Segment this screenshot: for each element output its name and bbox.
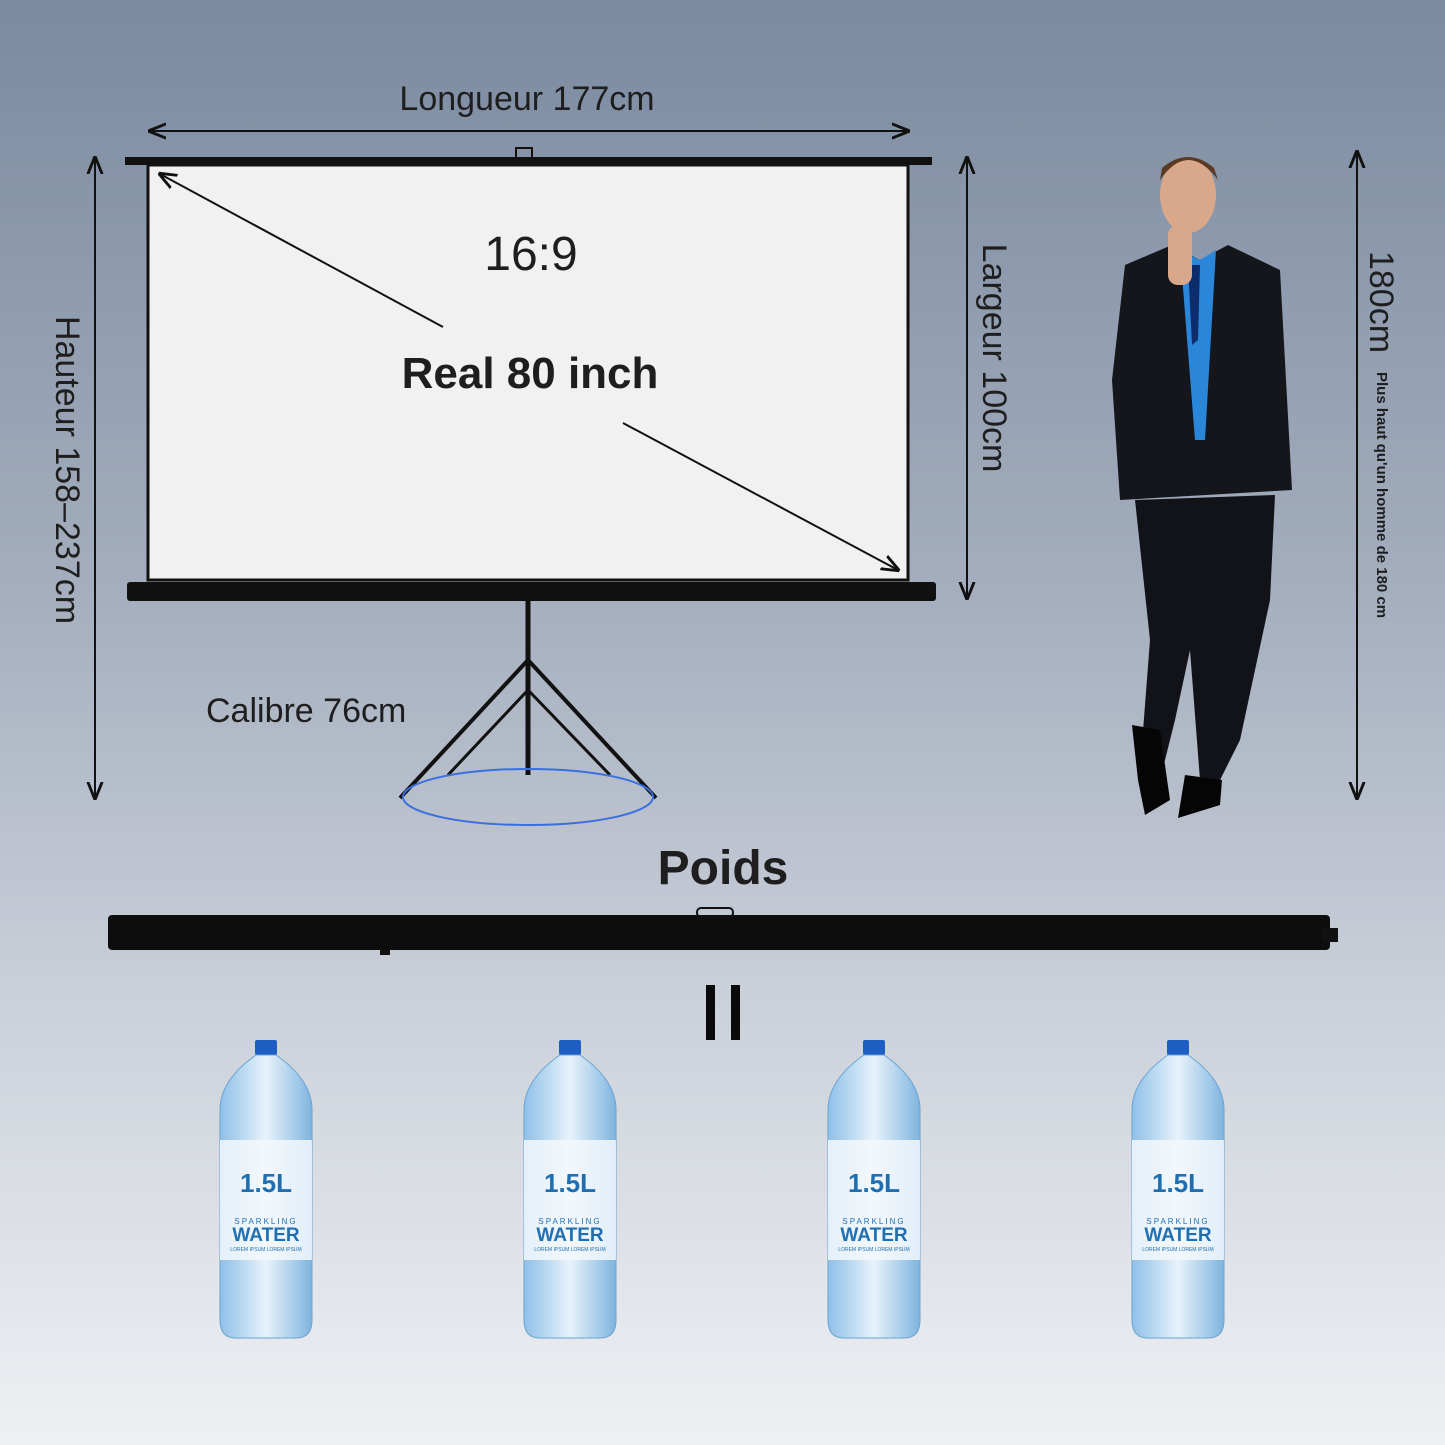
bottle-brand: WATER <box>1144 1225 1211 1246</box>
bottle-cap <box>1167 1040 1189 1055</box>
diagonal-arrow-top <box>160 174 444 328</box>
bottle-fine-print: LOREM IPSUM LOREM IPSUM <box>230 1247 301 1253</box>
bottle-brand-top: SPARKLING <box>842 1217 905 1226</box>
bottle-volume: 1.5L <box>240 1168 292 1198</box>
length-label: Longueur 177cm <box>399 80 654 118</box>
bottle-brand-top: SPARKLING <box>1146 1217 1209 1226</box>
aspect-ratio-label: 16:9 <box>484 228 577 281</box>
water-bottle: 1.5L SPARKLING WATER LOREM IPSUM LOREM I… <box>827 1040 921 1339</box>
bottle-fine-print: LOREM IPSUM LOREM IPSUM <box>534 1247 605 1253</box>
bottle-cap <box>863 1040 885 1055</box>
weight-title: Poids <box>658 842 789 895</box>
bottle-volume: 1.5L <box>1152 1168 1204 1198</box>
person-height-label: 180cm <box>1362 251 1400 353</box>
bottle-brand-top: SPARKLING <box>538 1217 601 1226</box>
bottle-fine-print: LOREM IPSUM LOREM IPSUM <box>1142 1247 1213 1253</box>
equals-sign-text: = <box>0 0 1 1</box>
bottle-fine-print: LOREM IPSUM LOREM IPSUM <box>838 1247 909 1253</box>
rolled-screen-case <box>108 907 1338 955</box>
person-comparison-text: Plus haut qu'un homme de 180 cm <box>1373 372 1390 618</box>
equals-sign: = <box>0 0 740 1040</box>
diagonal-label: Real 80 inch <box>402 349 659 398</box>
water-bottle: 1.5L SPARKLING WATER LOREM IPSUM LOREM I… <box>523 1040 617 1339</box>
water-bottle: 1.5L SPARKLING WATER LOREM IPSUM LOREM I… <box>1131 1040 1225 1339</box>
water-bottle: 1.5L SPARKLING WATER LOREM IPSUM LOREM I… <box>219 1040 313 1339</box>
bottle-brand: WATER <box>840 1225 907 1246</box>
bottle-brand: WATER <box>536 1225 603 1246</box>
base-circle <box>402 768 654 826</box>
bottle-volume: 1.5L <box>544 1168 596 1198</box>
base-label: Calibre 76cm <box>206 692 406 730</box>
height-label: Hauteur 158–237cm <box>48 316 86 624</box>
width-label: Largeur 100cm <box>975 244 1013 473</box>
bottle-cap <box>559 1040 581 1055</box>
bottle-brand-top: SPARKLING <box>234 1217 297 1226</box>
projector-screen <box>125 147 936 826</box>
bottle-brand: WATER <box>232 1225 299 1246</box>
bottle-cap <box>255 1040 277 1055</box>
man-figure <box>1112 157 1292 818</box>
bottle-volume: 1.5L <box>848 1168 900 1198</box>
diagonal-arrow-bottom <box>622 422 898 570</box>
